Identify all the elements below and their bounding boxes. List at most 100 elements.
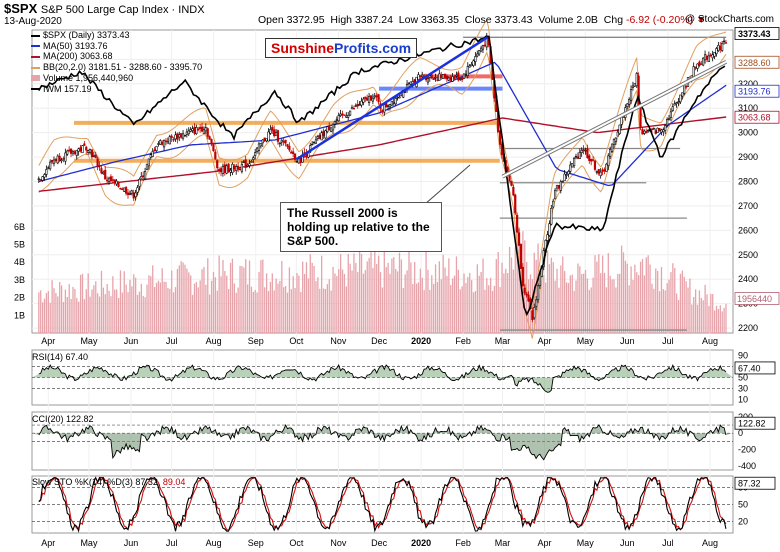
- volume-bar: [495, 259, 497, 333]
- candle-body: [546, 234, 549, 241]
- axis-value-box: [734, 110, 780, 124]
- volume-bar: [231, 258, 234, 333]
- volume-bar: [273, 290, 275, 333]
- volume-bar: [246, 284, 249, 333]
- volume-bar: [254, 290, 256, 333]
- volume-bar: [520, 259, 522, 333]
- stockcharts-watermark[interactable]: @ StockCharts.com: [684, 14, 774, 25]
- candle-body: [595, 171, 598, 173]
- candle-body: [664, 125, 667, 131]
- candle-body: [610, 143, 614, 152]
- volume-bar: [719, 305, 721, 333]
- candle-body: [164, 140, 168, 142]
- volume-bar: [157, 280, 160, 333]
- volume-bar: [284, 286, 287, 333]
- candle-body: [618, 124, 621, 134]
- volume-value: 2.0B: [576, 14, 598, 26]
- candle-body: [572, 158, 576, 167]
- volume-bar: [338, 269, 340, 333]
- volume-bar: [326, 284, 329, 333]
- candle-body: [166, 141, 169, 144]
- x-tick-label: Jun: [124, 538, 139, 548]
- volume-bar: [712, 294, 714, 333]
- volume-bar: [85, 289, 87, 333]
- candle-body: [635, 73, 638, 87]
- volume-bar: [655, 268, 657, 333]
- volume-bar: [571, 274, 573, 333]
- volume-bar: [180, 261, 182, 333]
- x-tick-label: Feb: [455, 336, 471, 346]
- x-tick-label: Mar: [495, 336, 511, 346]
- iwm-line: [38, 35, 726, 317]
- volume-bar: [452, 278, 454, 333]
- volume-bar: [66, 297, 68, 333]
- candle-body: [314, 139, 318, 144]
- candle-body: [66, 150, 69, 155]
- candle-body: [470, 64, 473, 67]
- volume-bar: [199, 280, 201, 333]
- volume-bar: [725, 303, 727, 333]
- candle-body: [656, 127, 659, 133]
- candle-body: [124, 187, 128, 194]
- volume-bar: [303, 273, 306, 333]
- axis-value-box: [734, 27, 780, 40]
- high-value: 3387.24: [354, 14, 393, 26]
- volume-bar: [715, 305, 718, 333]
- volume-bar: [228, 288, 230, 333]
- down-arrow-icon: ▼: [693, 14, 707, 26]
- candle-body: [269, 129, 272, 134]
- volume-bar: [474, 291, 477, 333]
- candle-body: [373, 95, 376, 98]
- candle-body: [204, 127, 207, 132]
- chart-date: 13-Aug-2020: [4, 16, 62, 27]
- candle-body: [79, 147, 82, 152]
- candle-body: [707, 55, 710, 62]
- axis-value-box: [734, 55, 780, 69]
- volume-bar: [385, 267, 387, 333]
- volume-bar: [127, 292, 129, 333]
- candle-body: [588, 155, 591, 161]
- volume-bar: [125, 284, 127, 333]
- candle-body: [481, 45, 485, 50]
- volume-bar: [622, 252, 625, 333]
- candle-body: [68, 149, 71, 152]
- candle-body: [574, 156, 578, 158]
- candle-body: [312, 141, 316, 144]
- volume-bar: [64, 289, 67, 333]
- candle-body: [43, 174, 46, 178]
- candle-body: [455, 74, 458, 77]
- volume-bar: [470, 280, 473, 333]
- legend-item: IWM 157.19: [31, 84, 202, 95]
- volume-tick-label: 1B: [14, 310, 25, 320]
- candle-body: [567, 171, 570, 175]
- volume-bar: [658, 291, 661, 333]
- volume-bar: [138, 291, 141, 333]
- volume-bar: [497, 252, 499, 333]
- volume-bar: [630, 266, 632, 333]
- candle-body: [292, 151, 295, 155]
- legend-item: MA(200) 3063.68: [31, 51, 202, 62]
- candle-body: [626, 103, 629, 107]
- volume-bar: [78, 301, 80, 333]
- candle-body: [675, 102, 678, 104]
- candle-body: [371, 97, 374, 102]
- candle-body: [273, 129, 276, 137]
- legend-item: Volume 1,956,440,960: [31, 73, 202, 84]
- volume-bar: [626, 263, 628, 333]
- price-tick-label: 2800: [738, 177, 758, 187]
- rsi-tick-label: 30: [738, 384, 748, 394]
- volume-bar: [336, 275, 338, 333]
- candle-body: [54, 158, 57, 162]
- x-tick-label: Oct: [289, 336, 304, 346]
- candle-body: [652, 128, 655, 130]
- volume-bar: [675, 293, 678, 333]
- volume-bar: [209, 294, 211, 333]
- candle-body: [236, 165, 240, 170]
- candle-body: [229, 169, 232, 173]
- candle-body: [516, 214, 519, 233]
- candle-body: [472, 60, 475, 66]
- candle-body: [52, 159, 56, 164]
- volume-bar: [649, 264, 651, 333]
- rsi-line: [38, 363, 727, 393]
- volume-bar: [573, 290, 575, 333]
